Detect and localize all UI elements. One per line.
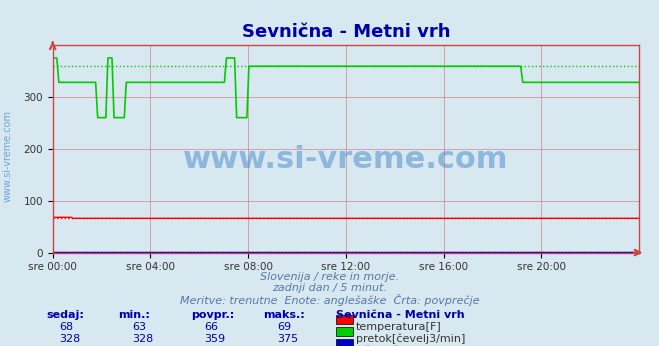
Text: pretok[čevelj3/min]: pretok[čevelj3/min] bbox=[356, 334, 465, 344]
Text: zadnji dan / 5 minut.: zadnji dan / 5 minut. bbox=[272, 283, 387, 293]
Text: 359: 359 bbox=[204, 334, 225, 344]
Text: 68: 68 bbox=[59, 322, 73, 332]
Text: 328: 328 bbox=[59, 334, 80, 344]
Text: 375: 375 bbox=[277, 334, 298, 344]
Text: 63: 63 bbox=[132, 322, 146, 332]
Text: Meritve: trenutne  Enote: anglešaške  Črta: povprečje: Meritve: trenutne Enote: anglešaške Črta… bbox=[180, 294, 479, 306]
Text: Slovenija / reke in morje.: Slovenija / reke in morje. bbox=[260, 272, 399, 282]
Text: 328: 328 bbox=[132, 334, 153, 344]
Text: 66: 66 bbox=[204, 322, 218, 332]
Text: povpr.:: povpr.: bbox=[191, 310, 235, 320]
Text: sedaj:: sedaj: bbox=[46, 310, 84, 320]
Text: www.si-vreme.com: www.si-vreme.com bbox=[3, 110, 13, 202]
Text: min.:: min.: bbox=[119, 310, 150, 320]
Text: 69: 69 bbox=[277, 322, 291, 332]
Title: Sevnična - Metni vrh: Sevnična - Metni vrh bbox=[242, 22, 450, 40]
Text: temperatura[F]: temperatura[F] bbox=[356, 322, 442, 332]
Text: maks.:: maks.: bbox=[264, 310, 305, 320]
Text: Sevnična - Metni vrh: Sevnična - Metni vrh bbox=[336, 310, 465, 320]
Text: www.si-vreme.com: www.si-vreme.com bbox=[183, 145, 509, 174]
